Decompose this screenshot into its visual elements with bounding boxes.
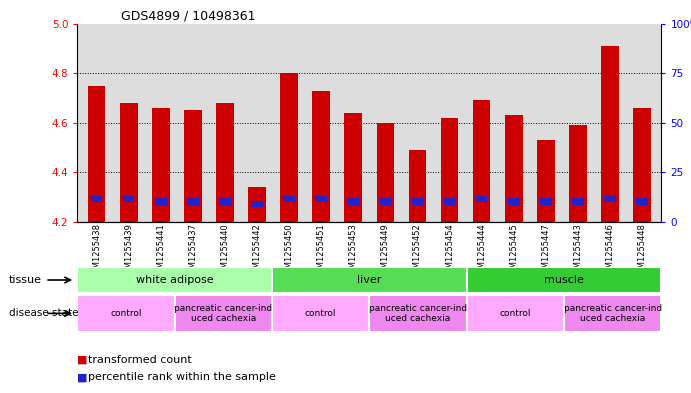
Bar xyxy=(152,108,169,222)
Bar xyxy=(601,46,618,222)
Bar xyxy=(476,196,487,202)
Bar xyxy=(123,196,135,202)
Bar xyxy=(466,267,661,293)
Text: disease state: disease state xyxy=(9,309,79,318)
Text: ■: ■ xyxy=(77,354,88,365)
Bar xyxy=(441,118,458,222)
Bar xyxy=(312,90,330,222)
Bar xyxy=(91,196,102,202)
Bar xyxy=(412,198,423,205)
Bar xyxy=(444,198,455,205)
Text: pancreatic cancer-ind
uced cachexia: pancreatic cancer-ind uced cachexia xyxy=(564,304,662,323)
Text: control: control xyxy=(111,309,142,318)
Bar xyxy=(636,198,647,205)
Bar xyxy=(187,198,198,205)
Bar xyxy=(633,108,651,222)
Bar xyxy=(175,295,272,332)
Bar xyxy=(377,123,394,222)
Text: ■: ■ xyxy=(77,372,88,382)
Text: pancreatic cancer-ind
uced cachexia: pancreatic cancer-ind uced cachexia xyxy=(369,304,467,323)
Bar xyxy=(473,101,491,222)
Bar xyxy=(155,198,167,205)
Text: transformed count: transformed count xyxy=(88,354,192,365)
Text: white adipose: white adipose xyxy=(136,275,214,285)
Bar xyxy=(540,198,551,205)
Bar xyxy=(184,110,202,222)
Bar xyxy=(572,198,584,205)
Bar xyxy=(248,187,266,222)
Bar xyxy=(88,86,106,222)
Text: control: control xyxy=(500,309,531,318)
Bar xyxy=(216,103,234,222)
Bar xyxy=(219,198,231,205)
Bar xyxy=(537,140,555,222)
Bar xyxy=(77,267,272,293)
Bar xyxy=(316,196,327,202)
Bar xyxy=(252,201,263,207)
Bar xyxy=(283,196,295,202)
Text: muscle: muscle xyxy=(544,275,584,285)
Bar xyxy=(281,73,298,222)
Bar xyxy=(272,295,369,332)
Text: percentile rank within the sample: percentile rank within the sample xyxy=(88,372,276,382)
Bar xyxy=(379,198,391,205)
Bar xyxy=(369,295,466,332)
Bar xyxy=(345,113,362,222)
Bar xyxy=(408,150,426,222)
Bar xyxy=(564,295,661,332)
Text: pancreatic cancer-ind
uced cachexia: pancreatic cancer-ind uced cachexia xyxy=(174,304,272,323)
Bar xyxy=(569,125,587,222)
Bar xyxy=(505,116,522,222)
Text: control: control xyxy=(305,309,337,318)
Bar xyxy=(272,267,466,293)
Bar xyxy=(466,295,564,332)
Bar xyxy=(120,103,138,222)
Bar xyxy=(508,198,520,205)
Bar xyxy=(604,196,616,202)
Bar xyxy=(348,198,359,205)
Text: tissue: tissue xyxy=(9,275,42,285)
Text: GDS4899 / 10498361: GDS4899 / 10498361 xyxy=(121,10,256,23)
Bar xyxy=(77,295,175,332)
Text: liver: liver xyxy=(357,275,381,285)
